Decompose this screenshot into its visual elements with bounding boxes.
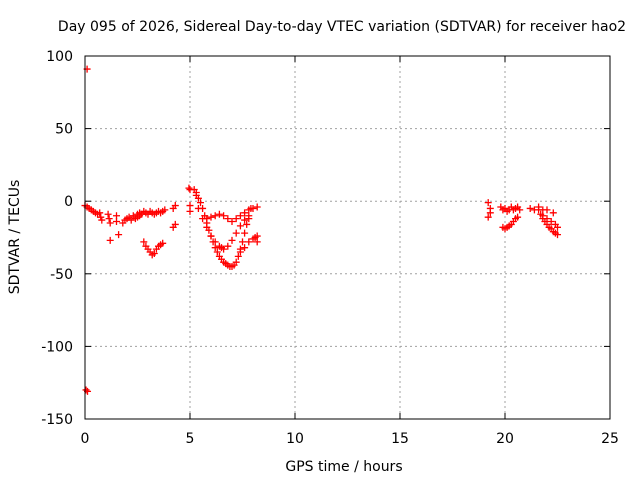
data-point-marker — [220, 212, 228, 220]
data-point-marker — [236, 222, 244, 230]
gridlines — [85, 56, 610, 419]
data-point-marker — [211, 238, 219, 246]
x-tick-label: 5 — [186, 431, 195, 447]
data-point-marker — [245, 215, 253, 223]
y-axis-label: SDTVAR / TECUs — [7, 180, 23, 295]
data-point-marker — [236, 212, 244, 220]
data-point-marker — [207, 213, 215, 221]
data-point-marker — [543, 215, 551, 223]
x-tick-label: 10 — [286, 431, 304, 447]
data-point-marker — [171, 220, 179, 228]
data-point-marker — [224, 242, 232, 250]
data-point-marker — [127, 216, 135, 224]
data-point-marker — [554, 223, 561, 231]
y-tick-label: -50 — [50, 267, 73, 283]
y-tick-label: 100 — [46, 49, 73, 65]
data-point-marker — [224, 215, 232, 223]
data-point-marker — [245, 238, 253, 246]
axis-ticks — [84, 55, 611, 420]
data-point-marker — [241, 216, 249, 224]
data-point-marker — [239, 238, 246, 246]
data-point-marker — [249, 204, 257, 212]
data-point-marker — [159, 239, 167, 247]
data-point-marker — [171, 202, 179, 210]
data-points — [81, 65, 561, 395]
y-tick-label: 0 — [64, 194, 73, 210]
plot-frame — [84, 55, 611, 420]
data-point-marker — [241, 229, 249, 237]
data-point-marker — [232, 215, 240, 223]
data-point-marker — [203, 223, 211, 231]
data-point-marker — [549, 209, 557, 217]
data-point-marker — [203, 215, 211, 223]
data-point-marker — [194, 194, 202, 202]
data-point-marker — [543, 206, 551, 214]
data-point-marker — [535, 206, 543, 214]
data-point-marker — [105, 215, 113, 223]
data-point-marker — [241, 244, 249, 252]
data-point-marker — [516, 206, 524, 214]
data-point-marker — [241, 209, 249, 217]
x-axis-label: GPS time / hours — [285, 459, 402, 475]
x-tick-label: 25 — [601, 431, 619, 447]
data-point-marker — [484, 213, 492, 221]
data-point-marker — [547, 218, 555, 226]
data-point-marker — [197, 199, 204, 207]
data-point-marker — [484, 199, 492, 207]
data-point-marker — [104, 210, 112, 218]
data-point-marker — [213, 248, 221, 256]
data-point-marker — [82, 386, 90, 394]
data-point-marker — [211, 212, 219, 220]
data-point-marker — [228, 236, 236, 244]
data-point-marker — [236, 248, 244, 256]
data-point-marker — [526, 204, 534, 212]
data-point-marker — [228, 218, 236, 226]
data-point-marker — [539, 212, 547, 220]
x-axis-tick-labels: 0 5 10 15 20 25 — [81, 431, 619, 447]
data-point-marker — [140, 238, 148, 246]
data-point-marker — [554, 231, 561, 239]
data-point-marker — [150, 249, 158, 257]
data-point-marker — [113, 218, 120, 226]
data-point-marker — [220, 245, 228, 253]
data-point-marker — [215, 210, 223, 218]
x-tick-label: 15 — [391, 431, 409, 447]
data-point-marker — [253, 238, 261, 246]
data-point-marker — [232, 258, 240, 266]
data-point-marker — [106, 219, 114, 227]
data-point-marker — [253, 203, 261, 211]
data-point-marker — [207, 232, 215, 240]
data-point-marker — [161, 206, 169, 214]
data-point-marker — [185, 184, 193, 192]
data-point-marker — [106, 236, 114, 244]
x-tick-label: 0 — [81, 431, 90, 447]
data-point-marker — [486, 209, 494, 217]
data-point-marker — [96, 209, 104, 217]
data-point-marker — [232, 229, 240, 237]
y-tick-label: -100 — [41, 339, 73, 355]
y-tick-label: -150 — [41, 412, 73, 428]
data-point-marker — [194, 204, 202, 212]
chart-title: Day 095 of 2026, Sidereal Day-to-day VTE… — [58, 19, 626, 35]
data-point-marker — [234, 252, 242, 260]
data-point-marker — [243, 220, 251, 228]
y-axis-tick-labels: 100 50 0 -50 -100 -150 — [41, 49, 73, 428]
x-tick-label: 20 — [496, 431, 514, 447]
y-tick-label: 50 — [55, 122, 73, 138]
data-point-marker — [245, 206, 253, 214]
data-point-marker — [115, 231, 123, 239]
data-point-marker — [514, 213, 522, 221]
data-point-marker — [186, 207, 194, 215]
data-point-marker — [98, 216, 106, 224]
